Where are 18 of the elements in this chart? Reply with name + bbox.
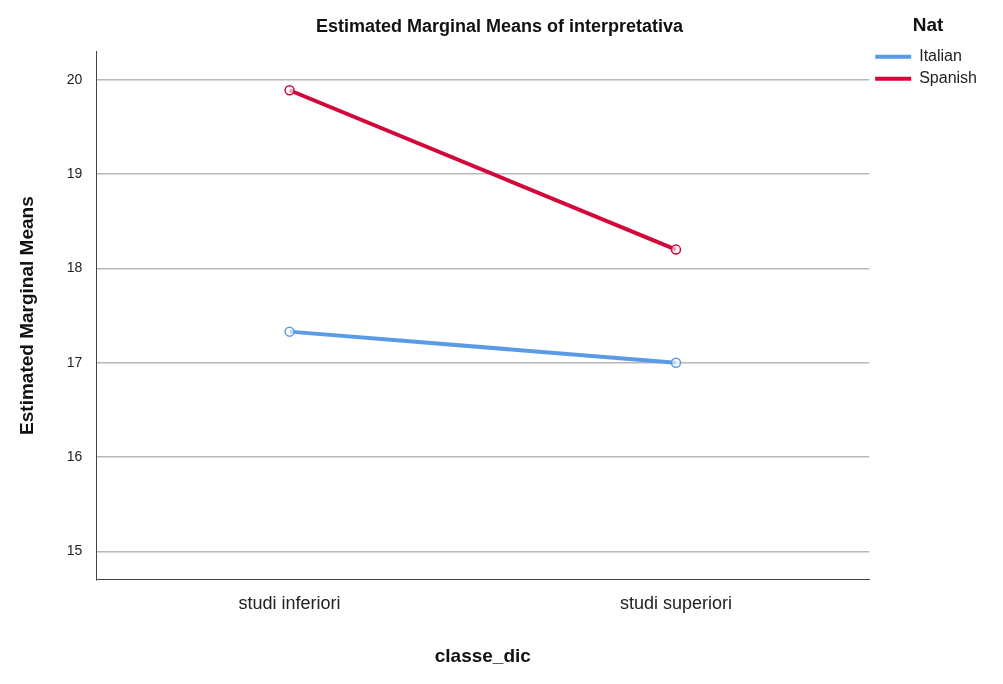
x-tick-label: studi inferiori [238,593,341,614]
point [284,326,295,337]
chart-title: Estimated Marginal Means of interpretativa [315,15,685,36]
y-tick-label: 16 [66,447,83,464]
point [284,85,295,96]
y-tick-label: 17 [66,353,83,370]
legend-title: Nat [912,13,945,35]
legend-label: Spanish [919,69,978,87]
x-tick-label: studi superiori [619,593,733,614]
y-tick-label: 15 [66,542,83,559]
y-tick-label: 18 [66,259,83,276]
y-axis-title: Estimated Marginal Means [15,196,37,435]
y-tick-label: 19 [66,165,83,182]
x-axis-title: classe_dic [434,644,532,666]
legend-label: Italian [919,47,962,65]
point [670,357,682,368]
y-tick-label: 20 [66,70,83,87]
point [670,244,682,255]
